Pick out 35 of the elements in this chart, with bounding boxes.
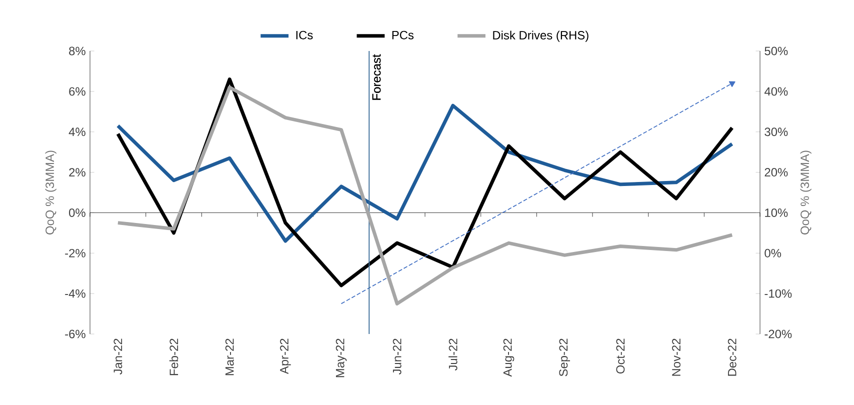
y2-tick-label: 10% [765,208,788,217]
y-tick-label: 2% [69,168,86,176]
y-axis-title: QoQ % (3MMA) [45,150,56,234]
y2-tick-label: 20% [764,168,788,177]
y-tick-label: 8% [69,46,86,56]
y-tick-label: -6% [65,330,86,338]
y2-axis-title: QoQ % (3MMA) [800,150,812,234]
x-tick-label: Nov-22 [672,338,680,376]
x-tick-label: May-22 [336,338,347,378]
line-series [116,104,734,243]
x-tick-label: Apr-22 [280,338,291,374]
x-tick-label: Mar-22 [225,338,234,376]
y-tick-label: 4% [68,128,86,136]
y2-tick-label: 0% [764,248,782,258]
x-tick-label: Sep-22 [559,338,570,376]
x-tick-label: Jan-22 [114,338,122,375]
y-tick-label: 0% [69,208,86,217]
y2-tick-label: -20% [764,330,792,338]
x-tick-label: Oct-22 [616,338,625,374]
y-tick-label: -2% [65,248,86,258]
legend-label: Disk Drives (RHS) [493,30,588,42]
legend-label: ICs [296,30,313,40]
y2-tick-label: 40% [764,87,788,96]
y2-tick-label: 50% [764,46,788,56]
y2-tick-label: 30% [764,128,788,136]
x-tick-label: Feb-22 [169,338,178,376]
annotation: Forecast [372,54,381,100]
y2-tick-label: -10% [764,289,792,298]
y-tick-label: -4% [65,289,86,298]
legend-label: PCs [392,30,414,40]
x-tick-label: Jul-22 [448,338,458,371]
y-tick-label: 6% [69,87,86,96]
x-tick-label: Jun-22 [392,338,402,375]
x-tick-label: Aug-22 [503,338,514,377]
x-tick-label: Dec-22 [728,338,736,376]
